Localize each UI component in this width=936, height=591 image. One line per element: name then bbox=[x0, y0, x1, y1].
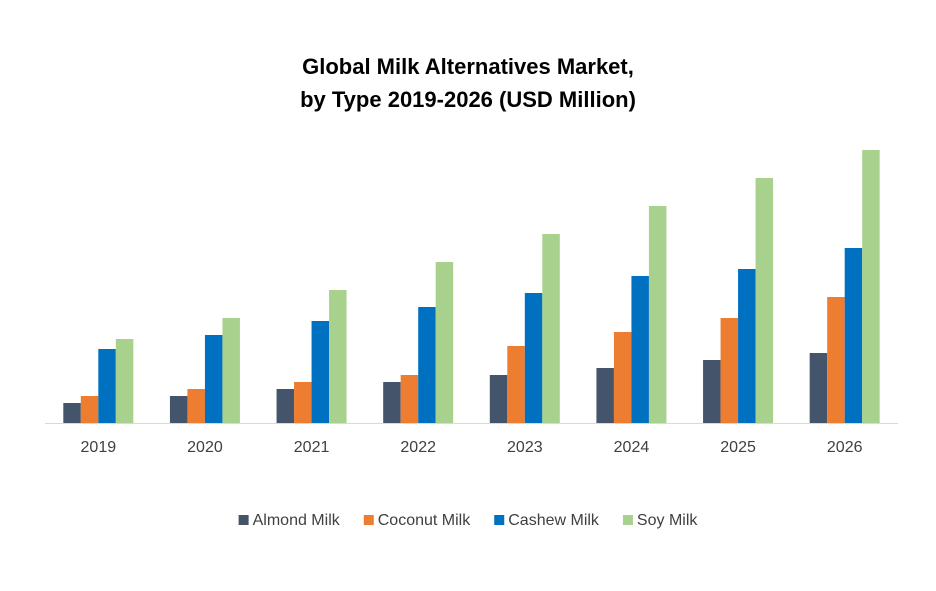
bar bbox=[169, 396, 188, 423]
legend-label: Almond Milk bbox=[253, 512, 341, 529]
bar bbox=[294, 382, 312, 423]
bar bbox=[862, 150, 880, 423]
bar bbox=[311, 321, 330, 423]
x-tick-label: 2020 bbox=[187, 439, 223, 456]
x-tick-label: 2026 bbox=[827, 439, 863, 456]
bar bbox=[115, 339, 134, 423]
bar bbox=[827, 297, 845, 423]
bar bbox=[400, 375, 419, 423]
bar bbox=[187, 389, 205, 423]
bar bbox=[809, 353, 828, 423]
bar bbox=[489, 375, 508, 423]
x-tick-label: 2019 bbox=[81, 439, 117, 456]
bar bbox=[507, 346, 525, 423]
bar bbox=[631, 276, 649, 423]
legend-swatch bbox=[238, 515, 249, 525]
bar bbox=[276, 389, 295, 423]
bar bbox=[435, 262, 454, 423]
bar bbox=[383, 382, 401, 423]
legend-swatch bbox=[363, 515, 374, 525]
x-tick-label: 2022 bbox=[400, 439, 436, 456]
bar bbox=[204, 335, 223, 423]
legend-label: Cashew Milk bbox=[508, 512, 600, 529]
legend-label: Coconut Milk bbox=[378, 512, 471, 529]
bar bbox=[98, 349, 116, 423]
x-tick-label: 2023 bbox=[507, 439, 543, 456]
legend-swatch bbox=[494, 515, 505, 525]
bar bbox=[648, 206, 667, 423]
x-tick-label: 2021 bbox=[294, 439, 330, 456]
bar bbox=[542, 234, 560, 423]
chart-title: by Type 2019-2026 (USD Million) bbox=[300, 87, 636, 112]
bar bbox=[738, 269, 756, 423]
chart-title: Global Milk Alternatives Market, bbox=[302, 54, 634, 79]
bar bbox=[613, 332, 632, 423]
legend-label: Soy Milk bbox=[637, 512, 698, 529]
bar bbox=[755, 178, 774, 423]
x-tick-label: 2024 bbox=[614, 439, 650, 456]
bar bbox=[596, 368, 614, 423]
x-tick-label: 2025 bbox=[720, 439, 756, 456]
bar bbox=[222, 318, 240, 423]
legend-swatch bbox=[622, 515, 633, 525]
bar bbox=[329, 290, 347, 423]
bar bbox=[80, 396, 99, 423]
bar bbox=[703, 360, 721, 423]
bar bbox=[524, 293, 543, 423]
bar bbox=[844, 248, 863, 423]
bar bbox=[720, 318, 739, 423]
bar bbox=[63, 403, 81, 423]
bar bbox=[418, 307, 436, 423]
